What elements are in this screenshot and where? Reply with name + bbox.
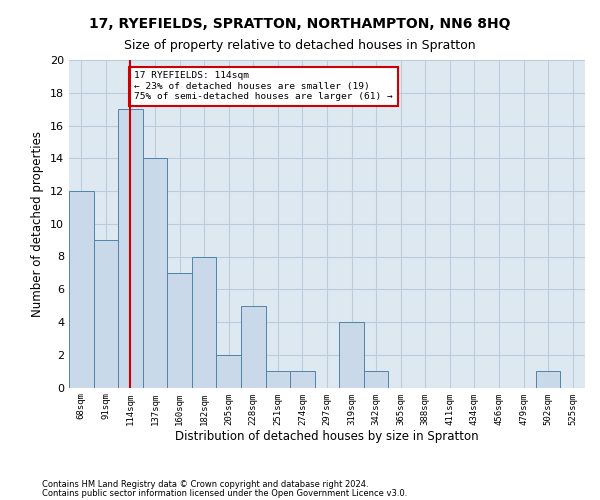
- Bar: [143, 158, 167, 388]
- X-axis label: Distribution of detached houses by size in Spratton: Distribution of detached houses by size …: [175, 430, 479, 443]
- Y-axis label: Number of detached properties: Number of detached properties: [31, 130, 44, 317]
- Text: Contains public sector information licensed under the Open Government Licence v3: Contains public sector information licen…: [42, 489, 407, 498]
- Bar: [118, 109, 143, 388]
- Bar: [69, 191, 94, 388]
- Bar: [241, 306, 266, 388]
- Bar: [339, 322, 364, 388]
- Text: Contains HM Land Registry data © Crown copyright and database right 2024.: Contains HM Land Registry data © Crown c…: [42, 480, 368, 489]
- Bar: [266, 371, 290, 388]
- Bar: [217, 355, 241, 388]
- Text: 17 RYEFIELDS: 114sqm
← 23% of detached houses are smaller (19)
75% of semi-detac: 17 RYEFIELDS: 114sqm ← 23% of detached h…: [134, 72, 393, 102]
- Bar: [167, 273, 192, 388]
- Bar: [192, 256, 217, 388]
- Bar: [94, 240, 118, 388]
- Text: Size of property relative to detached houses in Spratton: Size of property relative to detached ho…: [124, 39, 476, 52]
- Text: 17, RYEFIELDS, SPRATTON, NORTHAMPTON, NN6 8HQ: 17, RYEFIELDS, SPRATTON, NORTHAMPTON, NN…: [89, 18, 511, 32]
- Bar: [364, 371, 388, 388]
- Bar: [290, 371, 315, 388]
- Bar: [536, 371, 560, 388]
